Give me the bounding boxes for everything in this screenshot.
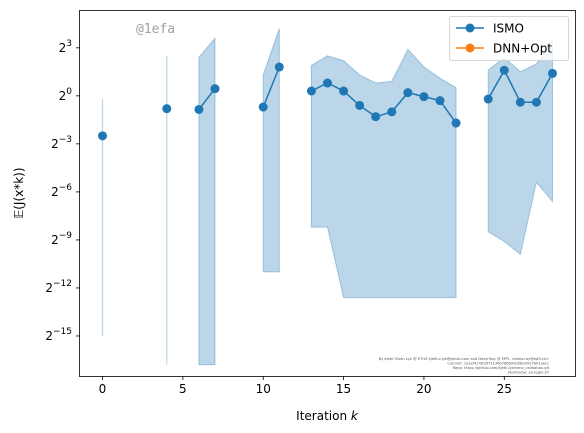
x-tick-label: 10 [256,382,271,396]
credits-line-commit: Commit: 1e1ef41f9b3f71136b786b9dd28d3927… [447,362,549,366]
ismo-point [531,97,541,107]
credits-line-repo: Repo: https://github.com/kjetil-lye/ismo… [453,366,550,370]
x-tick-label: 25 [497,382,512,396]
confidence-bands [101,28,553,366]
ismo-point [274,62,284,72]
ismo-point [323,78,332,88]
legend-marker-ismo [465,23,475,33]
ismo-point [548,68,557,78]
ismo-point [162,104,172,114]
legend-label-dnn-opt: DNN+Opt [493,42,552,56]
watermark-id: @1efa [136,22,175,37]
ismo-point [339,86,349,96]
ismo-point [435,96,445,106]
plot-frame [79,10,576,377]
x-tick-label: 15 [336,382,351,396]
ismo-band [198,36,216,366]
credits-annotation: By Kjetil Olsen Lye @ ETHZ kjetil.o.lye@… [379,357,550,375]
legend-marker-dnn-opt [465,43,475,53]
ismo-point [194,104,204,114]
x-tick-label: 0 [99,382,107,396]
ismo-point [403,88,413,98]
x-axis-label-var: k [351,409,359,423]
x-tick-label: 20 [416,382,431,396]
y-tick-label: 2−15 [45,327,72,343]
ismo-point [306,86,316,96]
legend: ISMO DNN+Opt [449,16,569,61]
ismo-point [499,65,509,75]
y-tick-label: 2−12 [45,279,72,295]
ismo-point [210,84,220,94]
ismo-band [487,39,553,256]
credits-line-host: Hostname: eu-login-37 [508,371,549,375]
ismo-line [262,66,280,108]
y-tick-label: 2−6 [51,183,72,199]
ismo-band [310,48,457,299]
ismo-band [262,28,280,273]
y-tick-label: 2−3 [51,135,72,151]
ismo-point [258,102,268,112]
ismo-point [371,112,381,122]
x-tick-label: 5 [179,382,187,396]
ismo-line [311,82,457,124]
x-axis-label: Iteration k [296,409,359,423]
legend-label-ismo: ISMO [493,22,524,36]
ismo-point [515,97,525,107]
y-ticks: 23 20 2−3 2−6 2−9 2−12 2−15 [45,39,80,343]
ismo-point [98,131,107,141]
ismo-point [451,118,461,128]
axes [79,10,576,377]
y-tick-label: 2−9 [51,231,72,247]
ismo-point [483,94,493,104]
ismo-point [387,107,397,117]
credits-line-authors: By Kjetil Olsen Lye @ ETHZ kjetil.o.lye@… [379,357,549,361]
x-axis-label-main: Iteration [296,409,351,423]
ismo-point [419,92,429,102]
series-points [98,62,557,141]
y-axis-label: 𝔼(J(x*k)) [12,167,26,218]
y-tick-label: 20 [59,87,73,103]
ismo-point [355,100,365,110]
y-tick-label: 23 [59,39,72,55]
x-ticks: 0 5 10 15 20 25 [99,376,512,396]
